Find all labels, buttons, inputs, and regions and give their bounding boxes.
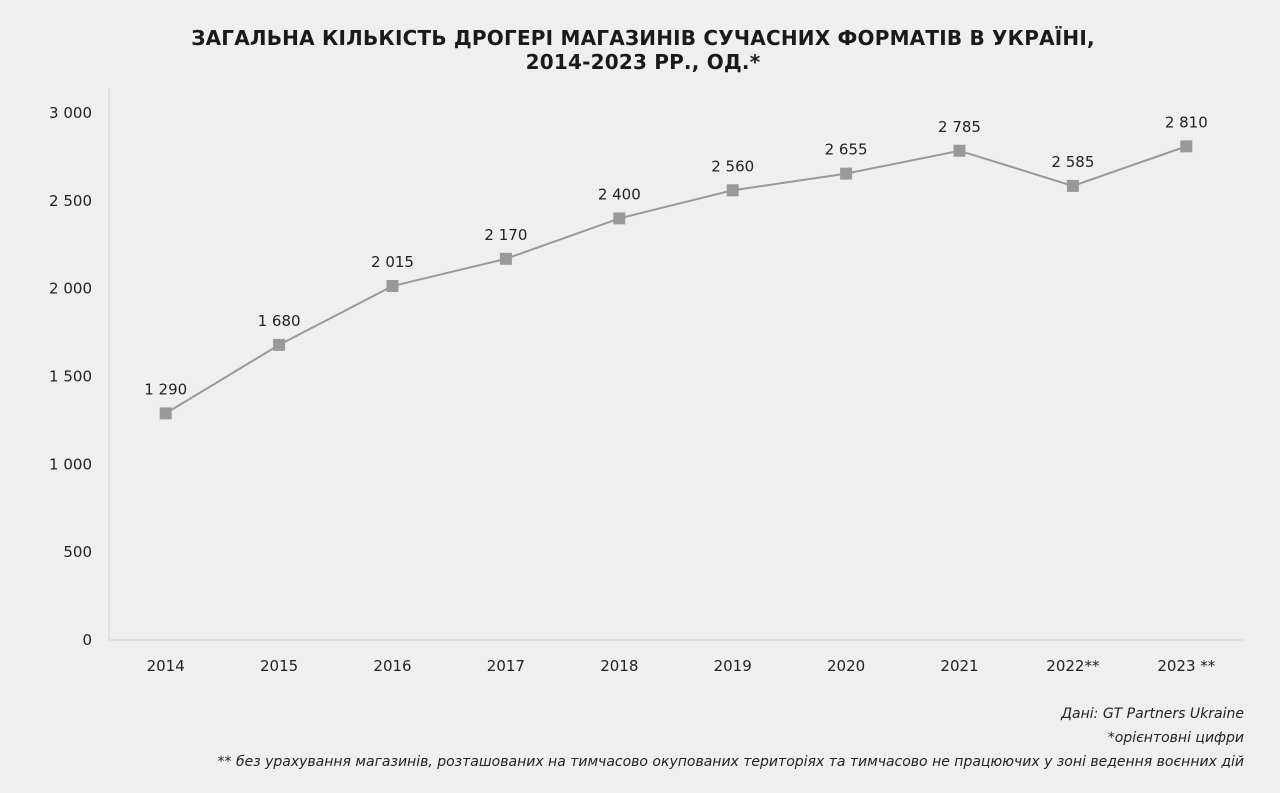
chart-notes: Дані: GT Partners Ukraine *орієнтовні ци… — [218, 702, 1245, 774]
x-tick-label: 2016 — [373, 657, 411, 675]
x-tick-label: 2020 — [827, 657, 865, 675]
x-tick-label: 2017 — [487, 657, 525, 675]
source-note: Дані: GT Partners Ukraine — [1061, 706, 1244, 722]
y-tick-label: 1 500 — [49, 368, 92, 386]
x-tick-label: 2015 — [260, 657, 298, 675]
x-tick-label: 2019 — [714, 657, 752, 675]
chart-title-line-1: ЗАГАЛЬНА КІЛЬКІСТЬ ДРОГЕРІ МАГАЗИНІВ СУЧ… — [191, 26, 1095, 50]
data-point-marker — [953, 144, 966, 157]
series-line — [165, 145, 1187, 415]
data-point-marker — [159, 407, 172, 420]
x-tick-label: 2022** — [1046, 657, 1100, 675]
x-axis-tick-labels: 2014 2015 2016 2017 2018 2019 2020 2021 2022** 20… — [147, 657, 1216, 675]
y-axis-tick-labels: 0 500 1 000 1 500 2 000 2 500 3 000 — [49, 104, 92, 649]
data-point-label: 2 585 — [1051, 153, 1094, 171]
axes — [108, 88, 1243, 641]
data-point-label: 2 785 — [938, 118, 981, 136]
x-tick-label: 2021 — [940, 657, 978, 675]
data-point-marker — [726, 184, 739, 197]
chart-title: ЗАГАЛЬНА КІЛЬКІСТЬ ДРОГЕРІ МАГАЗИНІВ СУЧ… — [0, 26, 1280, 74]
data-point-marker — [499, 252, 512, 265]
data-point-marker — [273, 338, 286, 351]
y-tick-label: 2 000 — [49, 280, 92, 298]
y-tick-label: 0 — [82, 631, 92, 649]
y-tick-label: 3 000 — [49, 104, 92, 122]
data-point-label: 2 560 — [711, 157, 754, 175]
data-point-marker — [386, 280, 399, 293]
data-point-label: 1 680 — [258, 312, 301, 330]
data-markers — [159, 140, 1193, 420]
data-point-label: 2 655 — [825, 141, 868, 159]
y-tick-label: 500 — [63, 543, 92, 561]
x-tick-label: 2018 — [600, 657, 638, 675]
data-point-marker — [1180, 140, 1193, 153]
data-labels: 1 290 1 680 2 015 2 170 2 400 2 560 2 655 2 785… — [144, 113, 1208, 398]
data-point-label: 2 810 — [1165, 113, 1208, 131]
data-point-label: 1 290 — [144, 380, 187, 398]
data-point-marker — [613, 212, 626, 225]
data-point-marker — [840, 167, 853, 180]
data-point-marker — [1066, 179, 1079, 192]
x-tick-label: 2014 — [147, 657, 185, 675]
data-point-label: 2 015 — [371, 253, 414, 271]
series — [165, 145, 1187, 415]
y-tick-label: 1 000 — [49, 455, 92, 473]
x-tick-label: 2023 ** — [1157, 657, 1215, 675]
y-tick-label: 2 500 — [49, 192, 92, 210]
chart-title-line-2: 2014-2023 РР., ОД.* — [525, 50, 761, 74]
footnote-estimated: *орієнтовні цифри — [1107, 730, 1244, 746]
data-point-label: 2 170 — [484, 226, 527, 244]
footnote-excluded-stores: ** без урахування магазинів, розташовани… — [217, 754, 1245, 770]
data-point-label: 2 400 — [598, 185, 641, 203]
